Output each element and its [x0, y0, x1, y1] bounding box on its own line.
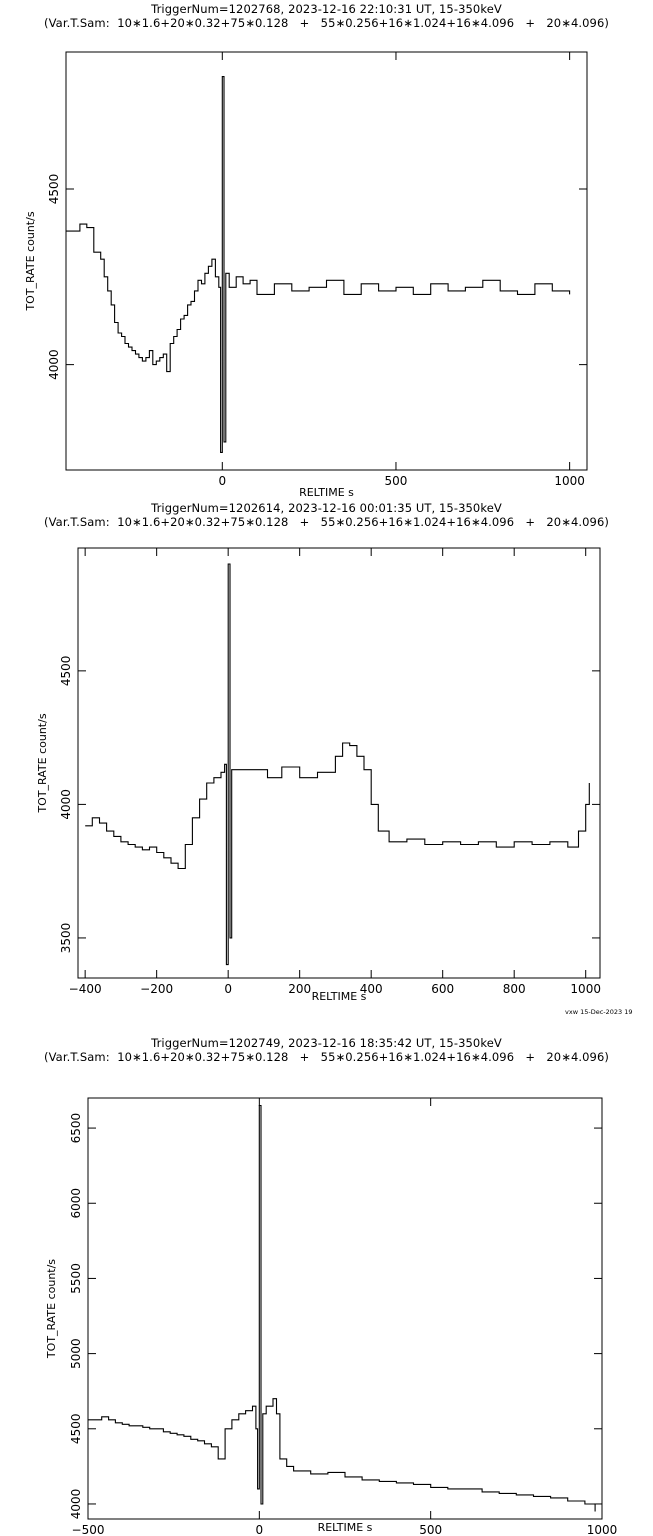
y-tick-label: 4500	[69, 1414, 83, 1445]
plot-frame	[77, 547, 601, 979]
y-tick-label: 4000	[47, 349, 61, 380]
x-axis-label: RELTIME s	[299, 486, 354, 499]
y-tick-label: 4000	[69, 1489, 83, 1520]
x-tick-label: 1000	[554, 474, 585, 488]
x-axis-label: RELTIME s	[318, 1521, 373, 1534]
x-tick-label: 200	[288, 982, 311, 996]
line-chart-1: 0 500 1000 4000 4500 RELTIME s TOT_RATE count/…	[24, 51, 588, 499]
y-tick-label: 3500	[59, 923, 73, 954]
x-tick-label: −200	[140, 982, 173, 996]
x-tick-label: −500	[72, 1523, 105, 1536]
line-chart-2: −400 −200 0 200 400 600 800 1000 3500 4000 4500 REL…	[36, 547, 601, 1003]
chart-subtitle: (Var.T.Sam: 10∗1.6+20∗0.32+75∗0.128 + 55…	[44, 1050, 609, 1064]
chart-panel-1: TriggerNum=1202768, 2023-12-16 22:10:31 …	[0, 0, 653, 505]
light-curve-series	[85, 563, 590, 966]
light-curve-series	[88, 1104, 596, 1512]
y-tick-label: 4500	[47, 174, 61, 205]
y-axis-label: TOT_RATE count/s	[36, 713, 49, 813]
x-tick-label: −400	[69, 982, 102, 996]
y-axis-label: TOT_RATE count/s	[24, 211, 37, 311]
chart-subtitle: (Var.T.Sam: 10∗1.6+20∗0.32+75∗0.128 + 55…	[44, 16, 609, 30]
x-tick-label: 500	[385, 474, 408, 488]
x-tick-label: 0	[218, 474, 226, 488]
x-tick-label: 1000	[570, 982, 601, 996]
chart-title: TriggerNum=1202749, 2023-12-16 18:35:42 …	[151, 1036, 502, 1050]
y-tick-label: 5000	[69, 1338, 83, 1369]
x-tick-label: 0	[224, 982, 232, 996]
x-tick-label: 500	[419, 1523, 442, 1536]
light-curve-series	[66, 76, 571, 453]
y-tick-label: 6000	[69, 1188, 83, 1219]
x-tick-label: 800	[503, 982, 526, 996]
footer-stamp: vxw 15-Dec-2023 19	[565, 1008, 633, 1016]
chart-panel-3: TriggerNum=1202749, 2023-12-16 18:35:42 …	[0, 1030, 653, 1536]
x-tick-label: 1000	[587, 1523, 618, 1536]
x-tick-label: 0	[256, 1523, 264, 1536]
plot-frame	[87, 1097, 603, 1520]
y-axis-label: TOT_RATE count/s	[45, 1259, 58, 1359]
y-tick-label: 4000	[59, 789, 73, 820]
chart-title: TriggerNum=1202768, 2023-12-16 22:10:31 …	[151, 2, 502, 16]
x-tick-label: 600	[431, 982, 454, 996]
x-axis-label: RELTIME s	[312, 990, 367, 1003]
y-tick-label: 4500	[59, 656, 73, 687]
line-chart-3: −500 0 500 1000 4000 4500 5000 5500 6000 6500 RELT…	[45, 1097, 618, 1536]
chart-panel-2: TriggerNum=1202614, 2023-12-16 00:01:35 …	[0, 500, 653, 1030]
x-tick-label: 400	[360, 982, 383, 996]
y-tick-label: 6500	[69, 1113, 83, 1144]
plot-frame	[65, 51, 588, 471]
chart-subtitle: (Var.T.Sam: 10∗1.6+20∗0.32+75∗0.128 + 55…	[44, 515, 609, 529]
y-tick-label: 5500	[69, 1263, 83, 1294]
chart-title: TriggerNum=1202614, 2023-12-16 00:01:35 …	[151, 501, 502, 515]
